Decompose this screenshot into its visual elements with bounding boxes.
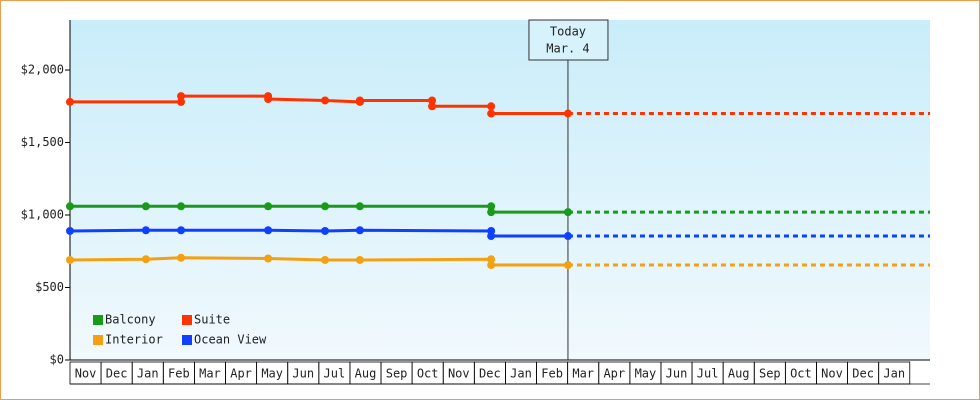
- x-tick-label: Nov: [448, 367, 470, 381]
- point: [177, 92, 186, 101]
- point: [321, 202, 330, 211]
- x-tick-label: Dec: [852, 367, 874, 381]
- point: [428, 102, 437, 111]
- point: [141, 226, 150, 235]
- x-tick-label: Dec: [106, 367, 128, 381]
- x-tick-label: Jan: [510, 367, 532, 381]
- today-label: Today: [550, 25, 586, 39]
- x-tick-label: Mar: [572, 367, 594, 381]
- point: [264, 226, 273, 235]
- x-tick-label: Sep: [386, 367, 408, 381]
- point: [66, 255, 74, 264]
- y-tick-label: $0: [50, 353, 64, 367]
- point: [355, 202, 364, 211]
- point: [487, 261, 496, 270]
- point: [563, 232, 572, 241]
- y-tick-label: $1,500: [21, 135, 64, 149]
- x-tick-label: Aug: [728, 367, 750, 381]
- point: [428, 96, 437, 105]
- point: [177, 253, 186, 262]
- point: [141, 202, 150, 211]
- legend-swatch: [182, 335, 192, 345]
- legend-label: Balcony: [105, 313, 156, 327]
- x-tick-label: Feb: [541, 367, 563, 381]
- point: [321, 226, 330, 235]
- x-tick-label: Mar: [199, 367, 221, 381]
- plot-area: [70, 20, 930, 360]
- x-tick-label: May: [635, 367, 657, 381]
- point: [177, 97, 186, 106]
- point: [355, 255, 364, 264]
- x-tick-label: Apr: [603, 367, 625, 381]
- x-tick-label: Dec: [479, 367, 501, 381]
- x-tick-label: Jan: [137, 367, 159, 381]
- x-tick-label: Nov: [821, 367, 843, 381]
- legend-swatch: [93, 315, 103, 325]
- point: [563, 208, 572, 217]
- x-tick-label: Sep: [759, 367, 781, 381]
- point: [264, 202, 273, 211]
- x-tick-label: Apr: [230, 367, 252, 381]
- legend-label: Ocean View: [194, 333, 267, 347]
- x-tick-label: Jun: [666, 367, 688, 381]
- x-tick-label: Oct: [790, 367, 812, 381]
- x-tick-label: Jun: [292, 367, 314, 381]
- x-tick-label: Aug: [355, 367, 377, 381]
- point: [563, 261, 572, 270]
- legend-swatch: [182, 315, 192, 325]
- x-tick-label: Jul: [324, 367, 346, 381]
- today-date: Mar. 4: [546, 42, 589, 56]
- point: [487, 102, 496, 111]
- x-tick-label: Feb: [168, 367, 190, 381]
- legend-label: Suite: [194, 313, 230, 327]
- today-box: [528, 19, 609, 61]
- y-tick-label: $1,000: [21, 208, 64, 222]
- x-tick-label: Oct: [417, 367, 439, 381]
- point: [66, 226, 74, 235]
- point: [487, 232, 496, 241]
- y-tick-label: $2,000: [21, 63, 64, 77]
- legend-label: Interior: [105, 333, 163, 347]
- point: [321, 255, 330, 264]
- point: [141, 255, 150, 264]
- x-tick-label: Jan: [883, 367, 905, 381]
- point: [66, 202, 74, 211]
- x-tick-label: May: [261, 367, 283, 381]
- point: [177, 202, 186, 211]
- point: [264, 95, 273, 104]
- point: [321, 96, 330, 105]
- point: [487, 255, 496, 264]
- point: [487, 202, 496, 211]
- point: [66, 97, 74, 106]
- point: [355, 226, 364, 235]
- point: [264, 254, 273, 263]
- point: [355, 96, 364, 105]
- point: [563, 109, 572, 118]
- point: [487, 109, 496, 118]
- legend-swatch: [93, 335, 103, 345]
- y-tick-label: $500: [35, 280, 64, 294]
- x-tick-label: Jul: [697, 367, 719, 381]
- point: [487, 208, 496, 217]
- point: [177, 226, 186, 235]
- x-tick-label: Nov: [75, 367, 97, 381]
